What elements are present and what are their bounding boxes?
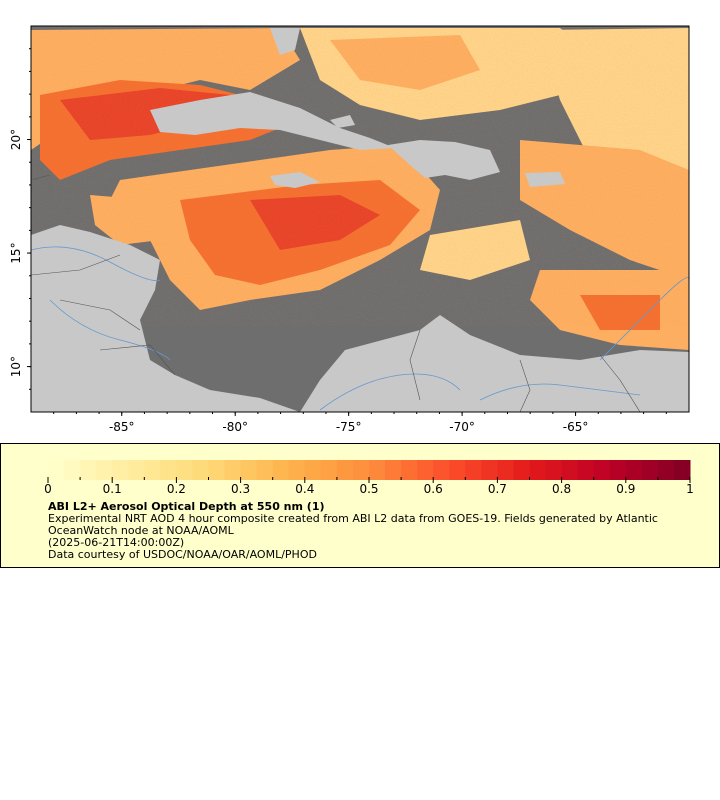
colorbar-block <box>577 460 595 480</box>
land-bahamas <box>330 115 355 128</box>
colorbar-block <box>609 460 627 480</box>
colorbar-block <box>320 460 338 480</box>
colorbar-tick-label: 0.9 <box>616 482 635 496</box>
legend-title: ABI L2+ Aerosol Optical Depth at 550 nm … <box>48 500 325 513</box>
colorbar-blocks <box>48 460 691 480</box>
colorbar-tick-label: 0.3 <box>231 482 250 496</box>
lat-tick-label: 20° <box>9 129 23 150</box>
map-frame <box>30 25 690 413</box>
colorbar-ticks: 0 0.1 0.2 0.3 0.4 0.5 0.6 0.7 0.8 0.9 1 <box>44 477 694 496</box>
colorbar-block <box>401 460 418 480</box>
colorbar-block <box>192 460 209 480</box>
colorbar-tick-label: 1 <box>686 482 694 496</box>
lon-tick-label: -65° <box>563 420 589 434</box>
colorbar-block <box>176 460 193 480</box>
colorbar-block <box>561 460 579 480</box>
latitude-axis: 20° 15° 10° <box>9 48 31 390</box>
colorbar-block <box>513 460 530 480</box>
colorbar-block <box>417 460 434 480</box>
land-cuba <box>150 92 395 150</box>
colorbar-tick-label: 0 <box>44 482 52 496</box>
lon-tick-label: -80° <box>222 420 248 434</box>
colorbar-tick-label: 0.1 <box>103 482 122 496</box>
colorbar-block <box>208 460 226 480</box>
colorbar-block <box>96 460 113 480</box>
colorbar-block <box>433 460 450 480</box>
borders <box>31 174 641 412</box>
colorbar-block <box>449 460 466 480</box>
rivers <box>31 246 689 411</box>
colorbar-block <box>240 460 258 480</box>
legend-text: ABI L2+ Aerosol Optical Depth at 550 nm … <box>48 501 698 561</box>
lon-tick-label: -70° <box>449 420 475 434</box>
map-figure: 20° 15° 10° -85° -80° -75° -70° -65° <box>9 25 690 434</box>
colorbar-block <box>160 460 177 480</box>
colorbar-block <box>657 460 675 480</box>
colorbar-tick-label: 0.2 <box>167 482 186 496</box>
colorbar-block <box>304 460 322 480</box>
colorbar-block <box>144 460 161 480</box>
colorbar-block <box>288 460 306 480</box>
colorbar-tick-label: 0.7 <box>488 482 507 496</box>
lon-tick-label: -85° <box>109 420 135 434</box>
colorbar-block <box>465 460 482 480</box>
colorbar-tick-label: 0.6 <box>424 482 443 496</box>
colorbar-block <box>593 460 611 480</box>
lon-tick-label: -75° <box>336 420 362 434</box>
colorbar-block <box>64 460 81 480</box>
land <box>31 28 689 412</box>
colorbar-block <box>673 460 691 480</box>
colorbar-block <box>625 460 643 480</box>
land-puerto-rico <box>525 172 565 187</box>
legend-description: Experimental NRT AOD 4 hour composite cr… <box>48 512 658 537</box>
map-svg: 20° 15° 10° -85° -80° -75° -70° -65° <box>9 25 690 434</box>
land-yucatan-central-america <box>31 225 300 412</box>
colorbar-block <box>48 460 65 480</box>
colorbar-block <box>272 460 290 480</box>
colorbar: 0 0.1 0.2 0.3 0.4 0.5 0.6 0.7 0.8 0.9 1 <box>44 460 694 496</box>
legend-credit: Data courtesy of USDOC/NOAA/OAR/AOML/PHO… <box>48 548 317 561</box>
colorbar-block <box>545 460 563 480</box>
lat-tick-label: 10° <box>9 356 23 377</box>
colorbar-block <box>385 460 402 480</box>
colorbar-block <box>112 460 129 480</box>
colorbar-block <box>481 460 498 480</box>
land-florida <box>270 28 300 55</box>
longitude-axis: -85° -80° -75° -70° -65° <box>53 412 667 434</box>
colorbar-block <box>224 460 242 480</box>
colorbar-block <box>529 460 547 480</box>
colorbar-tick-label: 0.5 <box>359 482 378 496</box>
colorbar-block <box>497 460 514 480</box>
land-south-america <box>300 315 689 412</box>
colorbar-block <box>128 460 145 480</box>
colorbar-block <box>80 460 97 480</box>
land-hispaniola <box>388 140 500 180</box>
colorbar-tick-label: 0.8 <box>552 482 571 496</box>
colorbar-block <box>336 460 354 480</box>
colorbar-tick-label: 0.4 <box>295 482 314 496</box>
colorbar-block <box>352 460 370 480</box>
colorbar-block <box>641 460 659 480</box>
legend-panel: 0 0.1 0.2 0.3 0.4 0.5 0.6 0.7 0.8 0.9 1 ABI L2+ Ae… <box>0 443 720 568</box>
colorbar-block <box>369 460 386 480</box>
land-jamaica <box>270 172 320 188</box>
colorbar-block <box>256 460 274 480</box>
legend-time: (2025-06-21T14:00:00Z) <box>48 536 185 549</box>
lat-tick-label: 15° <box>9 242 23 263</box>
